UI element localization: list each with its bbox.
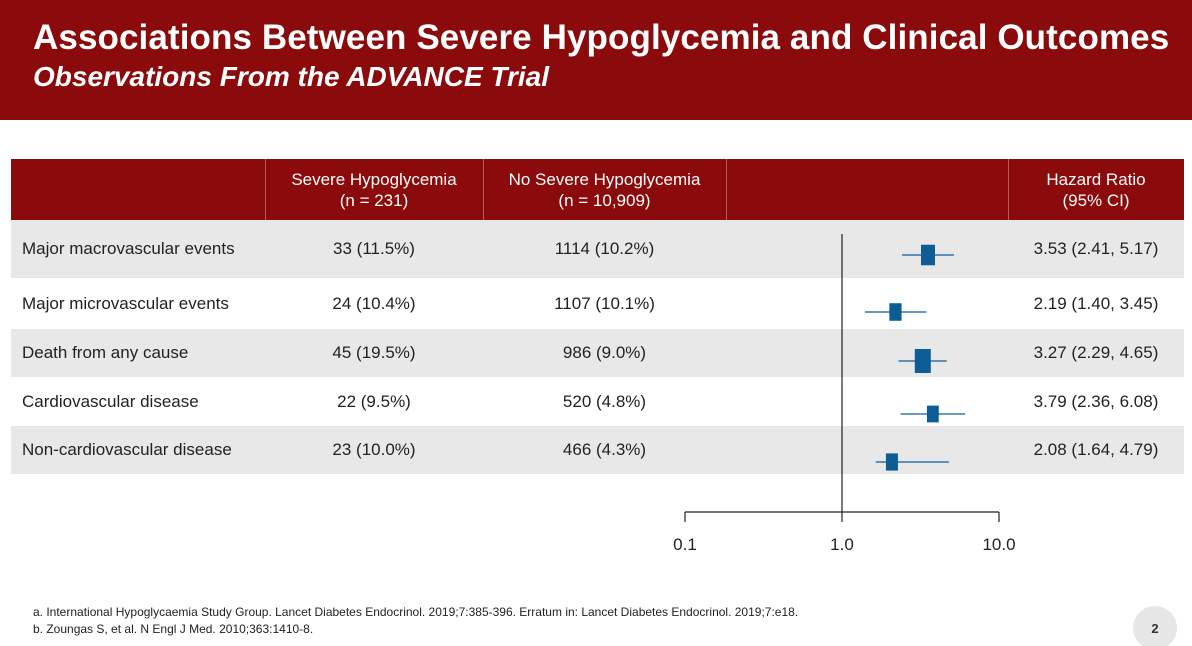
page-title: Associations Between Severe Hypoglycemia… bbox=[33, 18, 1170, 57]
page-number: 2 bbox=[1151, 620, 1159, 636]
no-severe-count: 520 (4.8%) bbox=[562, 391, 647, 411]
footnote: b. Zoungas S, et al. N Engl J Med. 2010;… bbox=[33, 622, 314, 636]
hazard-ratio-value: 3.53 (2.41, 5.17) bbox=[1033, 239, 1159, 258]
hazard-ratio-value: 3.27 (2.29, 4.65) bbox=[1033, 343, 1159, 362]
header-divider bbox=[265, 159, 266, 220]
row-label: Death from any cause bbox=[22, 343, 189, 362]
row-label: Major macrovascular events bbox=[22, 239, 235, 258]
header-hr-line2: (95% CI) bbox=[1062, 190, 1130, 210]
row-label: Major microvascular events bbox=[22, 293, 229, 313]
header-hazard-ratio: Hazard Ratio (95% CI) bbox=[1008, 159, 1184, 220]
hazard-ratio-value: 2.08 (1.64, 4.79) bbox=[1033, 440, 1159, 459]
no-severe-count: 1107 (10.1%) bbox=[554, 293, 655, 313]
header-no-severe: No Severe Hypoglycemia (n = 10,909) bbox=[483, 159, 726, 220]
hazard-ratio-value: 2.19 (1.40, 3.45) bbox=[1033, 293, 1159, 313]
title-banner: Associations Between Severe Hypoglycemia… bbox=[0, 0, 1192, 120]
severe-count: 33 (11.5%) bbox=[333, 239, 415, 258]
severe-count: 45 (19.5%) bbox=[332, 343, 416, 362]
header-divider bbox=[726, 159, 727, 220]
table-row: Non-cardiovascular disease 23 (10.0%) 46… bbox=[11, 426, 1184, 474]
header-severe-line1: Severe Hypoglycemia bbox=[291, 169, 457, 189]
table-header: Severe Hypoglycemia (n = 231) No Severe … bbox=[11, 159, 1184, 220]
x-tick-label: 0.1 bbox=[673, 535, 697, 554]
header-divider bbox=[1008, 159, 1009, 220]
severe-count: 22 (9.5%) bbox=[337, 391, 411, 411]
row-label: Cardiovascular disease bbox=[22, 391, 199, 411]
table-row: Major macrovascular events 33 (11.5%) 11… bbox=[11, 220, 1184, 278]
no-severe-count: 986 (9.0%) bbox=[562, 343, 647, 362]
no-severe-count: 1114 (10.2%) bbox=[554, 239, 655, 258]
hazard-ratio-value: 3.79 (2.36, 6.08) bbox=[1033, 391, 1159, 411]
header-divider bbox=[483, 159, 484, 220]
severe-count: 24 (10.4%) bbox=[332, 293, 416, 313]
header-no-severe-line2: (n = 10,909) bbox=[558, 190, 651, 210]
footnotes: a. International Hypoglycaemia Study Gro… bbox=[33, 604, 798, 638]
severe-count: 23 (10.0%) bbox=[332, 440, 416, 459]
x-tick-label: 1.0 bbox=[830, 535, 854, 554]
page-number-badge: 2 bbox=[1133, 606, 1177, 646]
row-label: Non-cardiovascular disease bbox=[22, 440, 232, 459]
header-hr-line1: Hazard Ratio bbox=[1046, 169, 1146, 189]
table-row: Major microvascular events 24 (10.4%) 11… bbox=[11, 278, 1184, 329]
page-subtitle: Observations From the ADVANCE Trial bbox=[33, 61, 550, 92]
footnote: a. International Hypoglycaemia Study Gro… bbox=[33, 605, 799, 619]
table-row: Cardiovascular disease 22 (9.5%) 520 (4.… bbox=[11, 377, 1184, 426]
header-no-severe-line1: No Severe Hypoglycemia bbox=[508, 169, 701, 189]
no-severe-count: 466 (4.3%) bbox=[562, 440, 647, 459]
table-row: Death from any cause 45 (19.5%) 986 (9.0… bbox=[11, 329, 1184, 377]
header-severe-line2: (n = 231) bbox=[339, 190, 409, 210]
x-tick-label: 10.0 bbox=[982, 535, 1015, 554]
header-severe: Severe Hypoglycemia (n = 231) bbox=[265, 159, 483, 220]
header-outcome bbox=[11, 159, 265, 220]
